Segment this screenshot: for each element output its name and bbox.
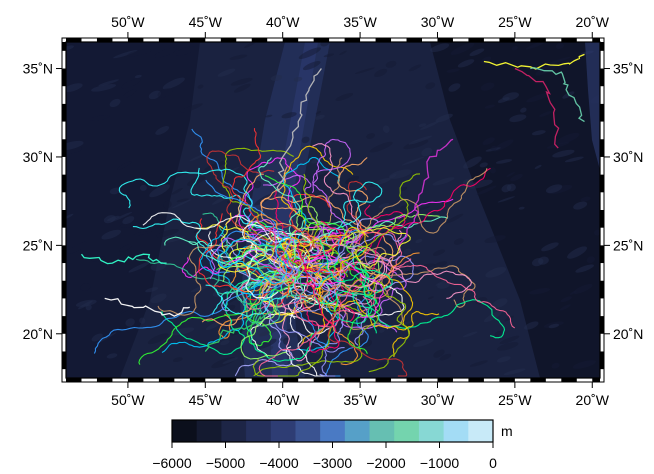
lon-label-bottom: 45˚W [189,392,223,408]
lat-label-right: 30˚N [613,149,643,165]
eastern-abyssal-basin [430,42,600,378]
lon-label-top: 35˚W [343,14,377,30]
lon-label-top: 40˚W [266,14,300,30]
eastern-shelf [585,42,600,170]
lon-label-bottom: 40˚W [266,392,300,408]
ridge-crest [268,42,318,378]
colorbar-tick-label: −2000 [366,455,406,471]
longitude-labels-top: 50˚W 45˚W 40˚W 35˚W 30˚W 25˚W 20˚W [111,14,610,30]
lat-label-left: 35˚N [23,61,53,77]
colorbar-tick-label: −1000 [420,455,460,471]
lon-label-bottom: 50˚W [111,392,145,408]
latitude-labels-left: 35˚N 30˚N 25˚N 20˚N [23,61,53,342]
colorbar-tick-label: −3000 [313,455,353,471]
frame-checkerboard [62,38,604,382]
lat-label-right: 25˚N [613,237,643,253]
latitude-labels-right: 35˚N 30˚N 25˚N 20˚N [613,61,643,342]
lon-label-bottom: 25˚W [498,392,532,408]
lon-label-top: 30˚W [421,14,455,30]
lon-label-top: 25˚W [498,14,532,30]
lat-label-left: 25˚N [23,237,53,253]
lat-label-left: 30˚N [23,149,53,165]
lon-label-bottom: 20˚W [576,392,610,408]
map-area [66,42,600,378]
lat-label-right: 20˚N [613,326,643,342]
lon-label-bottom: 30˚W [421,392,455,408]
bathymetry-texture [66,42,600,376]
lat-label-right: 35˚N [613,61,643,77]
drifter-tracks [80,53,585,377]
lat-label-left: 20˚N [23,326,53,342]
colorbar-tick-label: −6000 [152,455,192,471]
depth-colorbar: −6000 −5000 −4000 −3000 −2000 −1000 0 m [152,419,513,471]
lon-label-top: 45˚W [189,14,223,30]
lon-label-bottom: 35˚W [343,392,377,408]
axis-ticks [56,32,610,388]
lon-label-top: 50˚W [111,14,145,30]
longitude-labels-bottom: 50˚W 45˚W 40˚W 35˚W 30˚W 25˚W 20˚W [111,392,610,408]
colorbar-unit-label: m [501,423,513,439]
colorbar-tick-label: −4000 [259,455,299,471]
colorbar-tick-label: −5000 [206,455,246,471]
colorbar-tick-label: 0 [489,455,497,471]
lon-label-top: 20˚W [576,14,610,30]
